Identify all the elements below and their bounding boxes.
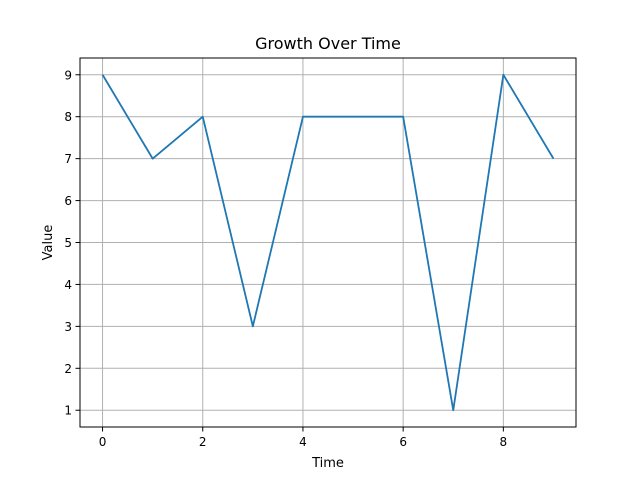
y-tick-label: 8 (64, 110, 72, 124)
y-tick-label: 2 (64, 362, 72, 376)
y-tick-label: 3 (64, 320, 72, 334)
plot-area (101, 73, 555, 412)
y-tick-label: 6 (64, 194, 72, 208)
x-tick-label: 4 (299, 435, 307, 449)
y-tick-label: 5 (64, 236, 72, 250)
x-tick-label: 2 (199, 435, 207, 449)
x-axis-label: Time (311, 456, 344, 471)
y-tick-label: 9 (64, 68, 72, 82)
x-tick-label: 6 (399, 435, 407, 449)
chart-title: Growth Over Time (255, 34, 401, 53)
y-tick-label: 1 (64, 404, 72, 418)
x-tick-label: 8 (500, 435, 508, 449)
y-axis-label: Value (41, 225, 56, 261)
y-tick-label: 4 (64, 278, 72, 292)
x-tick-label: 0 (99, 435, 107, 449)
axis-ticks: 0 2 4 6 8 1 2 3 4 5 6 7 8 9 (64, 68, 507, 449)
series-line (101, 73, 555, 412)
y-tick-label: 7 (64, 152, 72, 166)
